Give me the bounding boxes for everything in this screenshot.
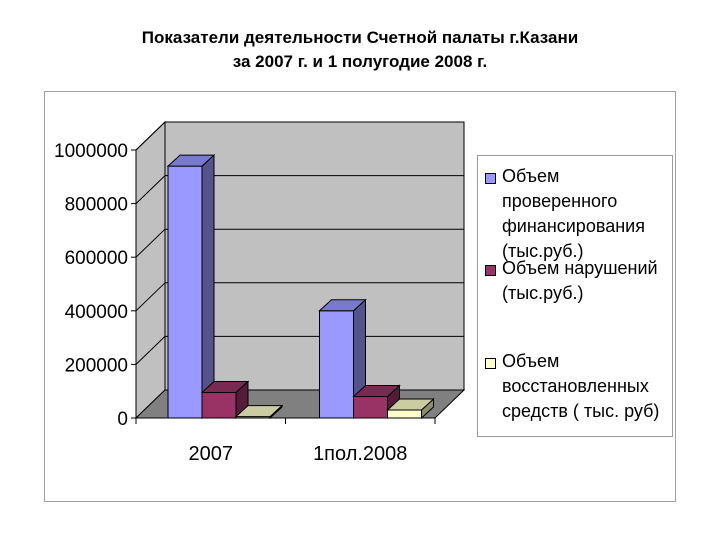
x-tick-label: 1пол.2008: [313, 443, 407, 465]
legend-line: Объем нарушений: [502, 258, 658, 278]
legend-line: средств ( тыс. руб): [502, 401, 660, 421]
page-title: Показатели деятельности Счетной палаты г…: [0, 26, 720, 74]
bar-top: [318, 299, 367, 312]
y-tick-label: 400000: [65, 302, 128, 323]
legend-line: Объем: [502, 351, 560, 371]
legend-line: (тыс.руб.): [502, 241, 584, 261]
bar: [353, 396, 388, 419]
gridline-side: [135, 282, 166, 312]
chart-legend: Объем проверенного финансирования (тыс.р…: [477, 155, 673, 437]
y-tick-label: 1000000: [54, 141, 128, 162]
y-tick-label: 600000: [65, 248, 128, 269]
bar-top: [200, 381, 250, 394]
bar: [387, 409, 422, 419]
legend-line: (тыс.руб.): [502, 283, 584, 303]
gridline-side: [135, 175, 166, 204]
bar: [319, 310, 354, 419]
gridline-side: [135, 336, 166, 365]
bar: [167, 165, 203, 419]
back-wall: [164, 121, 465, 391]
side-wall: [135, 120, 166, 420]
bar-top: [166, 154, 216, 167]
bar-top: [352, 385, 401, 398]
legend-label-violations: Объем нарушений (тыс.руб.): [502, 256, 674, 306]
x-tick-label: 2007: [189, 443, 234, 465]
title-line-1: Показатели деятельности Счетной палаты г…: [141, 28, 579, 47]
bar-side: [201, 153, 215, 420]
y-tick-label: 0: [117, 409, 128, 430]
gridline-side: [135, 121, 166, 151]
y-tick-label: 200000: [65, 355, 128, 376]
gridline-side: [135, 228, 166, 258]
legend-swatch-financing: [485, 173, 496, 184]
legend-label-financing: Объем проверенного финансирования (тыс.р…: [502, 164, 674, 264]
legend-line: восстановленных: [502, 376, 649, 396]
legend-line: Объем проверенного: [502, 166, 618, 211]
title-line-2: за 2007 г. и 1 полугодие 2008 г.: [232, 52, 488, 71]
legend-swatch-restored: [485, 358, 496, 369]
y-tick-label: 800000: [65, 195, 128, 216]
legend-line: финансирования: [502, 216, 645, 236]
bar-top: [386, 398, 435, 411]
bar-top: [234, 405, 284, 418]
bar: [201, 392, 237, 419]
legend-swatch-violations: [485, 265, 496, 276]
legend-label-restored: Объем восстановленных средств ( тыс. руб…: [502, 349, 674, 424]
